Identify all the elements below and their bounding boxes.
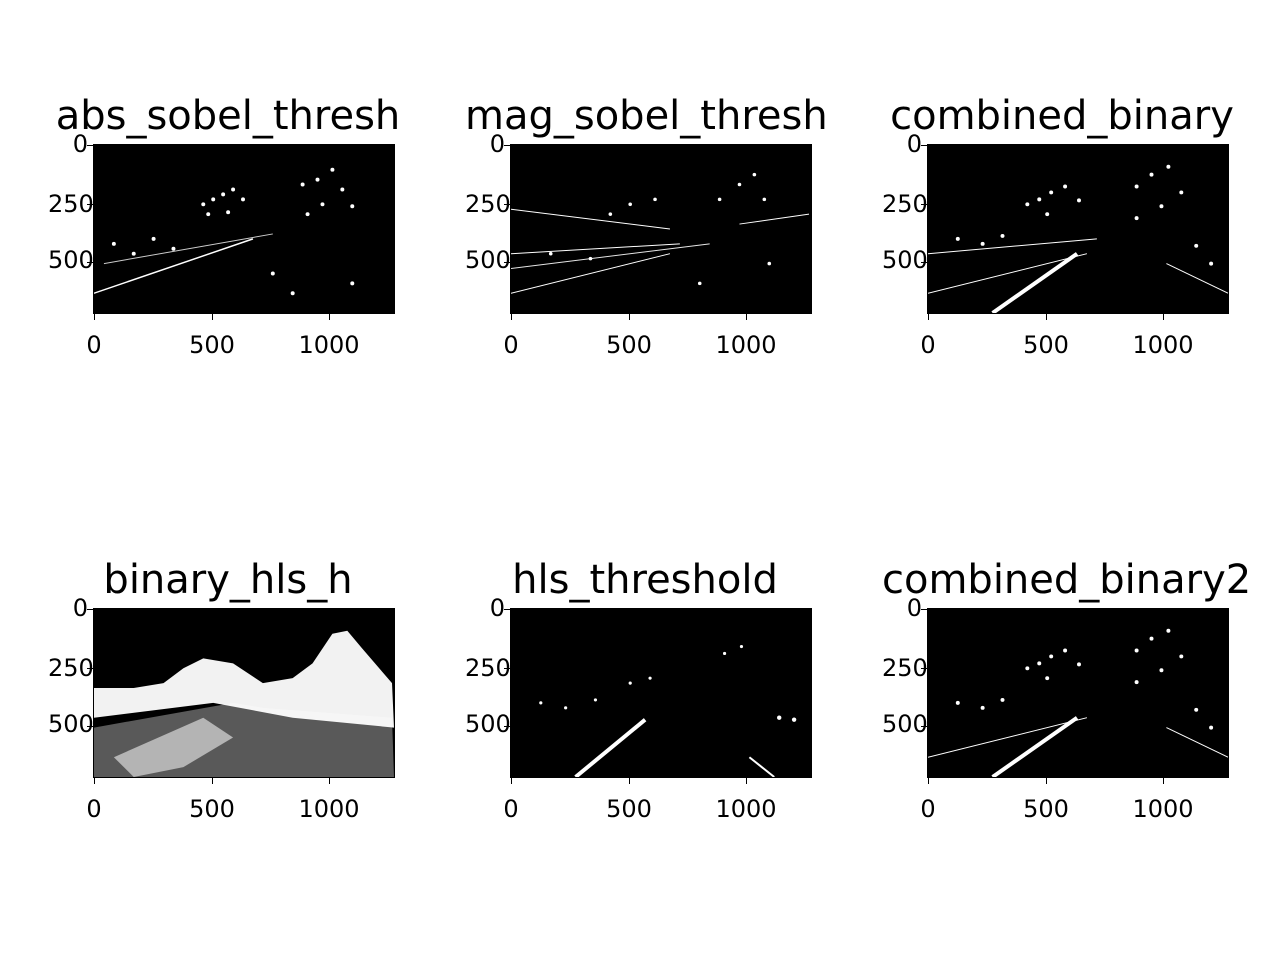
edge-map <box>94 609 394 777</box>
x-tick-label: 500 <box>589 331 669 359</box>
x-tick-mark <box>329 778 330 784</box>
x-tick-label: 500 <box>172 331 252 359</box>
edge-map <box>511 609 811 777</box>
y-tick-mark <box>87 609 93 610</box>
y-tick-mark <box>504 668 510 669</box>
panel-abs-sobel-thresh: abs_sobel_thresh 0 250 500 0 500 1000 <box>48 92 408 362</box>
edge-map <box>511 145 811 313</box>
panel-combined-binary: combined_binary 0 250 500 0 500 1000 <box>882 92 1242 362</box>
y-tick-label: 250 <box>465 190 505 218</box>
x-tick-mark <box>928 778 929 784</box>
panel-combined-binary2: combined_binary2 0 250 500 0 500 1000 <box>882 556 1242 826</box>
binary-image <box>93 144 395 314</box>
x-tick-mark <box>629 778 630 784</box>
y-tick-mark <box>504 145 510 146</box>
y-tick-mark <box>921 145 927 146</box>
x-tick-mark <box>1163 778 1164 784</box>
x-tick-label: 0 <box>888 331 968 359</box>
x-tick-mark <box>746 314 747 320</box>
x-tick-label: 0 <box>54 795 134 823</box>
x-tick-label: 500 <box>1006 331 1086 359</box>
y-tick-mark <box>87 145 93 146</box>
x-tick-mark <box>329 314 330 320</box>
y-tick-label: 0 <box>48 594 88 622</box>
y-tick-mark <box>921 609 927 610</box>
x-tick-label: 0 <box>471 331 551 359</box>
x-tick-label: 0 <box>54 331 134 359</box>
panel-binary-hls-h: binary_hls_h 0 250 500 0 500 1000 <box>48 556 408 826</box>
y-tick-label: 250 <box>465 654 505 682</box>
x-tick-label: 500 <box>172 795 252 823</box>
x-tick-mark <box>1046 778 1047 784</box>
x-tick-mark <box>746 778 747 784</box>
y-tick-label: 500 <box>882 246 922 274</box>
panel-hls-threshold: hls_threshold 0 250 500 0 500 1000 <box>465 556 825 826</box>
y-tick-mark <box>87 204 93 205</box>
y-tick-label: 0 <box>882 594 922 622</box>
y-tick-label: 500 <box>882 710 922 738</box>
y-tick-label: 250 <box>882 654 922 682</box>
x-tick-label: 1000 <box>289 331 369 359</box>
x-tick-label: 500 <box>589 795 669 823</box>
y-tick-label: 0 <box>465 130 505 158</box>
y-tick-label: 500 <box>465 246 505 274</box>
panel-title: mag_sobel_thresh <box>465 92 825 140</box>
x-tick-mark <box>511 314 512 320</box>
y-tick-label: 250 <box>48 654 88 682</box>
y-tick-label: 250 <box>48 190 88 218</box>
panel-mag-sobel-thresh: mag_sobel_thresh 0 250 500 0 500 1000 <box>465 92 825 362</box>
binary-image <box>927 144 1229 314</box>
x-tick-mark <box>1163 314 1164 320</box>
x-tick-mark <box>629 314 630 320</box>
edge-map <box>928 145 1228 313</box>
panel-title: combined_binary2 <box>882 556 1242 604</box>
y-tick-label: 500 <box>465 710 505 738</box>
y-tick-mark <box>921 726 927 727</box>
binary-image <box>510 608 812 778</box>
y-tick-mark <box>921 262 927 263</box>
x-tick-mark <box>94 314 95 320</box>
binary-image <box>93 608 395 778</box>
x-tick-mark <box>1046 314 1047 320</box>
x-tick-mark <box>928 314 929 320</box>
y-tick-label: 0 <box>465 594 505 622</box>
y-tick-label: 0 <box>882 130 922 158</box>
panel-title: abs_sobel_thresh <box>48 92 408 140</box>
x-tick-label: 500 <box>1006 795 1086 823</box>
x-tick-label: 0 <box>888 795 968 823</box>
edge-map <box>94 145 394 313</box>
binary-image <box>927 608 1229 778</box>
x-tick-label: 1000 <box>706 795 786 823</box>
y-tick-mark <box>504 204 510 205</box>
x-tick-label: 1000 <box>1123 795 1203 823</box>
edge-map <box>928 609 1228 777</box>
y-tick-mark <box>504 726 510 727</box>
y-tick-label: 250 <box>882 190 922 218</box>
x-tick-label: 0 <box>471 795 551 823</box>
panel-title: hls_threshold <box>465 556 825 604</box>
x-tick-mark <box>94 778 95 784</box>
y-tick-mark <box>921 204 927 205</box>
y-tick-label: 0 <box>48 130 88 158</box>
x-tick-mark <box>212 314 213 320</box>
x-tick-label: 1000 <box>706 331 786 359</box>
y-tick-mark <box>87 262 93 263</box>
y-tick-mark <box>921 668 927 669</box>
y-tick-mark <box>87 726 93 727</box>
x-tick-mark <box>511 778 512 784</box>
y-tick-mark <box>87 668 93 669</box>
panel-title: combined_binary <box>882 92 1242 140</box>
y-tick-label: 500 <box>48 710 88 738</box>
x-tick-label: 1000 <box>1123 331 1203 359</box>
y-tick-mark <box>504 262 510 263</box>
panel-title: binary_hls_h <box>48 556 408 604</box>
y-tick-mark <box>504 609 510 610</box>
binary-image <box>510 144 812 314</box>
x-tick-label: 1000 <box>289 795 369 823</box>
x-tick-mark <box>212 778 213 784</box>
y-tick-label: 500 <box>48 246 88 274</box>
